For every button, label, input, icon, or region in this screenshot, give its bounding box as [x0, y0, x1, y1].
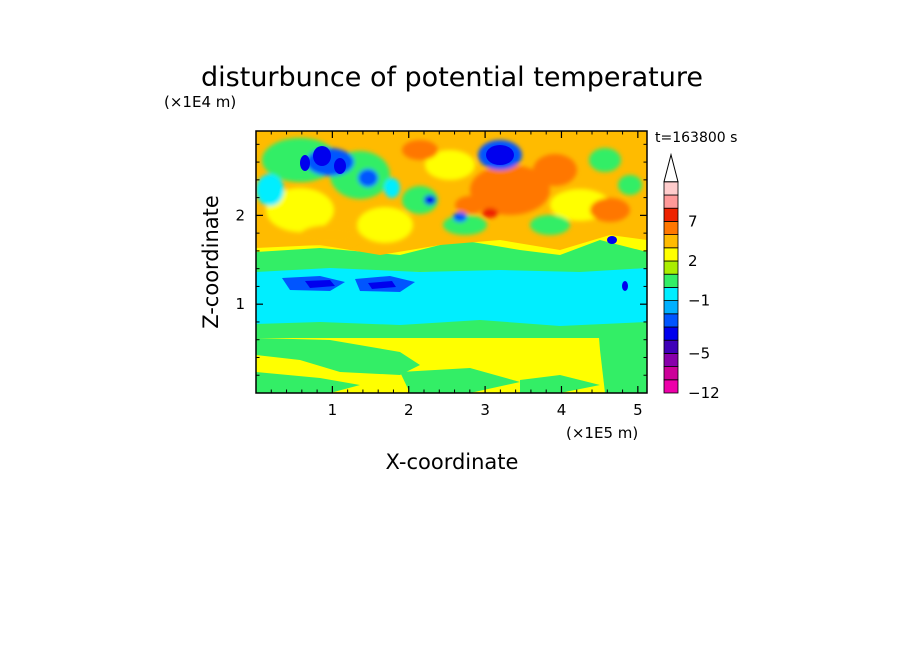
x-tick-label: 1 — [328, 401, 338, 419]
x-unit-label: (×1E5 m) — [566, 424, 638, 442]
colorbar-segment — [663, 339, 679, 354]
colorbar-segment — [663, 260, 679, 275]
x-axis: 1 2 3 4 5 — [270, 131, 643, 419]
colorbar-segment — [663, 181, 679, 196]
colorbar-segment — [663, 234, 679, 249]
x-tick-label: 5 — [633, 401, 643, 419]
x-tick-label: 3 — [480, 401, 490, 419]
colorbar-segment — [663, 247, 679, 262]
colorbar-segment — [663, 352, 679, 367]
colorbar-segment — [663, 286, 679, 301]
colorbar-segment — [663, 326, 679, 341]
colorbar-segment — [663, 313, 679, 328]
y-tick-label: 2 — [235, 206, 245, 224]
colorbar-tick-label: 2 — [688, 252, 698, 270]
colorbar-segment — [663, 379, 679, 394]
plot-area — [256, 131, 647, 393]
colorbar-segment — [663, 194, 679, 209]
time-label: t=163800 s — [655, 130, 737, 146]
colorbar-extend-arrow — [663, 152, 679, 183]
colorbar-tick-label: −5 — [688, 344, 710, 362]
plot-frame — [255, 130, 648, 394]
colorbar-segment — [663, 300, 679, 315]
x-tick-label: 2 — [404, 401, 414, 419]
colorbar-tick-label: −12 — [688, 384, 720, 402]
colorbar-segment — [663, 273, 679, 288]
colorbar-tick-label: −1 — [688, 292, 710, 310]
x-tick-label: 4 — [557, 401, 567, 419]
x-axis-label: X-coordinate — [386, 450, 519, 474]
colorbar-segment — [663, 207, 679, 222]
y-tick-label: 1 — [235, 295, 245, 313]
colorbar-segment — [663, 220, 679, 235]
y-unit-label: (×1E4 m) — [164, 93, 236, 111]
y-axis: 12 — [235, 143, 647, 376]
chart-title: disturbunce of potential temperature — [201, 62, 703, 93]
colorbar: 7 2 −1 −5 −12 — [663, 152, 720, 402]
colorbar-segment — [663, 366, 679, 381]
y-axis-label: Z-coordinate — [199, 195, 223, 329]
colorbar-tick-label: 7 — [688, 212, 698, 230]
